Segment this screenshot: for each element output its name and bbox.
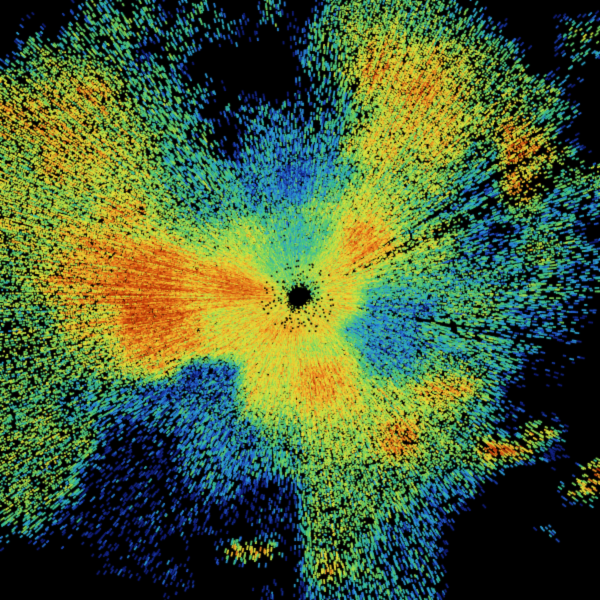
radar-ppi-image xyxy=(0,0,600,600)
radar-canvas xyxy=(0,0,600,600)
